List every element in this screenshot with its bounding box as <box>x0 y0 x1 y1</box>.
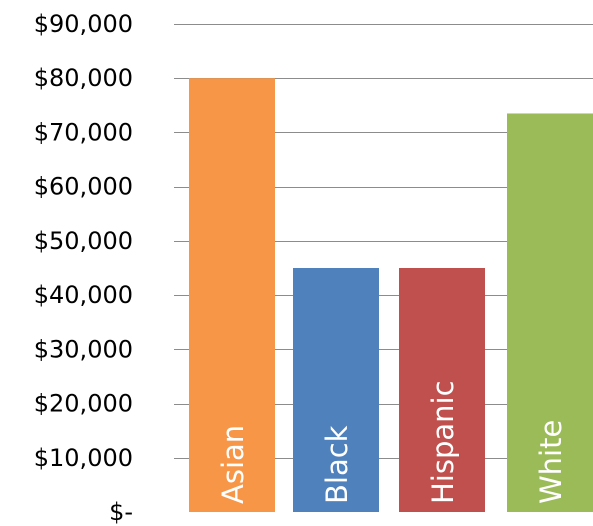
y-tick-label: $50,000 <box>34 227 133 255</box>
bar-asian <box>189 78 275 512</box>
bar-black <box>293 268 379 512</box>
bar-hispanic <box>399 268 485 512</box>
y-tick-label: $40,000 <box>34 281 133 309</box>
y-tick-label: $90,000 <box>34 10 133 38</box>
bar-label-black: Black <box>320 425 354 504</box>
y-tick-label: $30,000 <box>34 335 133 363</box>
bar-white <box>507 113 593 512</box>
bars <box>189 78 593 512</box>
bar-labels: Asian Black Hispanic White <box>216 380 568 504</box>
bar-label-hispanic: Hispanic <box>426 380 460 504</box>
y-tick-label: $20,000 <box>34 390 133 418</box>
bar-label-asian: Asian <box>216 425 250 504</box>
y-tick-label: $60,000 <box>34 173 133 201</box>
bar-label-white: White <box>534 420 568 504</box>
y-tick-label: $10,000 <box>34 444 133 472</box>
y-tick-label: $80,000 <box>34 64 133 92</box>
y-tick-label: $- <box>109 498 133 526</box>
y-axis-tick-labels: $- $10,000 $20,000 $30,000 $40,000 $50,000 $60… <box>34 10 133 526</box>
y-tick-label: $70,000 <box>34 118 133 146</box>
